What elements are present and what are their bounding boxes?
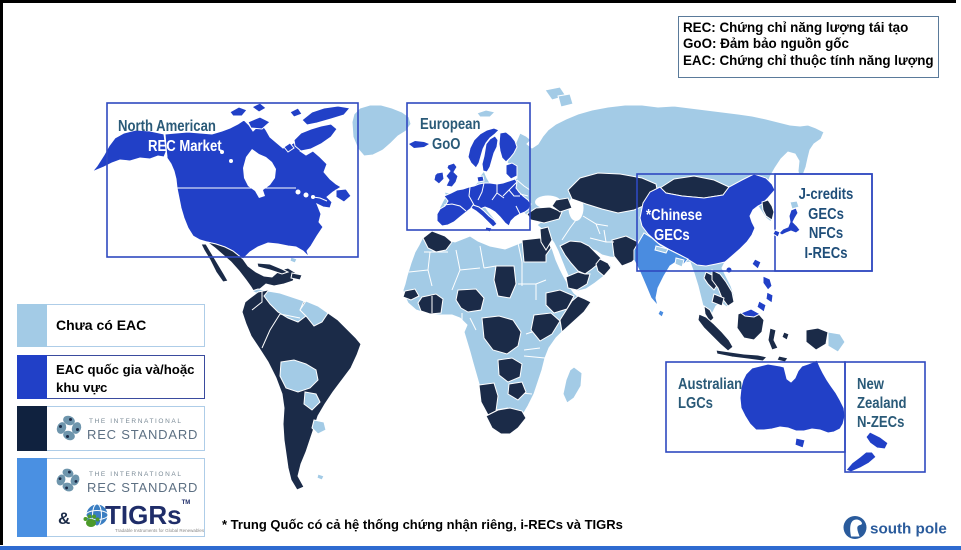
svg-text:GECs: GECs	[808, 206, 844, 223]
svg-text:New: New	[857, 376, 885, 393]
svg-text:North American: North American	[118, 118, 216, 135]
svg-text:GoO: GoO	[432, 136, 460, 153]
svg-text:J-credits: J-credits	[799, 186, 854, 203]
svg-text:NFCs: NFCs	[809, 225, 843, 242]
svg-text:Zealand: Zealand	[857, 395, 907, 412]
svg-text:REC Market: REC Market	[148, 138, 222, 155]
svg-text:south pole: south pole	[870, 521, 947, 538]
svg-text:I-RECs: I-RECs	[804, 245, 847, 262]
svg-text:N-ZECs: N-ZECs	[857, 414, 904, 431]
svg-text:*Chinese: *Chinese	[646, 207, 702, 224]
svg-text:LGCs: LGCs	[678, 395, 713, 412]
svg-text:European: European	[420, 116, 481, 133]
svg-text:Australian: Australian	[678, 376, 742, 393]
svg-text:GECs: GECs	[654, 227, 690, 244]
